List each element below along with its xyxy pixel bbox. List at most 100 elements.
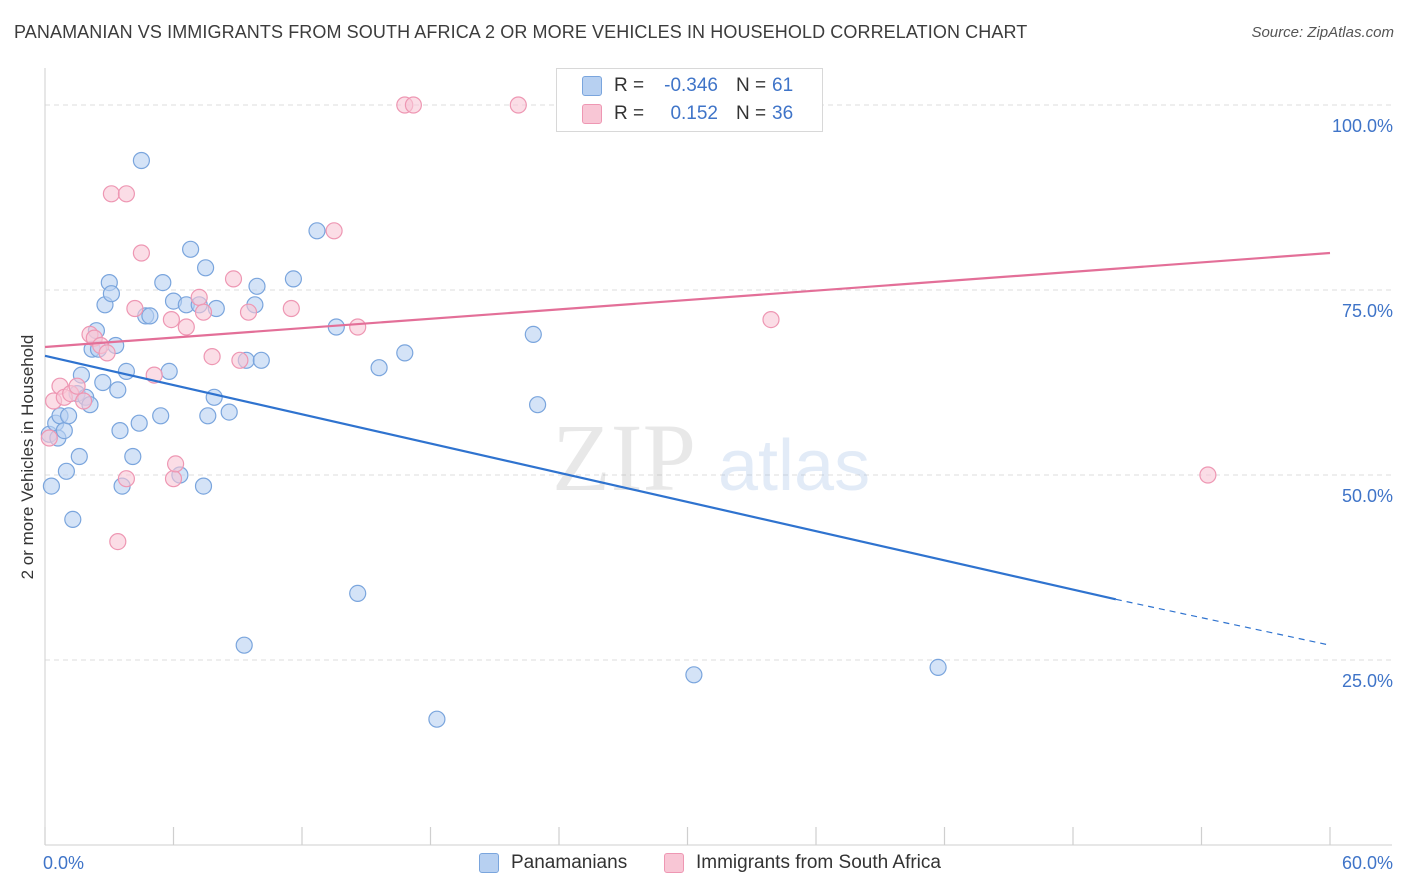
south-africa-point [117, 185, 136, 203]
south-africa-point [762, 311, 780, 329]
panamanian-point [64, 510, 82, 529]
data-points [40, 96, 1217, 728]
panamanian-point [132, 151, 150, 170]
trend-lines [44, 251, 1331, 646]
panamanian-point [370, 359, 388, 377]
panamanian-point [152, 407, 170, 425]
south-africa-point [117, 470, 136, 488]
legend-label: Panamanians [511, 852, 628, 873]
panamanian-point [182, 240, 200, 258]
panamanian-point [197, 259, 215, 277]
watermark-atlas: atlas [718, 426, 870, 506]
south-africa-point [203, 348, 221, 366]
panamanian-point [252, 351, 270, 369]
panamanian-point [205, 388, 223, 406]
south-africa-point [224, 270, 243, 288]
panamanian-point [199, 407, 217, 425]
south-africa-point [126, 299, 144, 318]
x-tick-label: 0.0% [43, 853, 84, 873]
panamanian-point [102, 285, 121, 303]
x-tick-label: 60.0% [1342, 853, 1393, 873]
y-tick-label: 50.0% [1342, 486, 1393, 506]
r-label: R = [614, 103, 645, 124]
stats-row-panamanians: R = -0.346 N = 61 [557, 72, 793, 100]
series-legend: Panamanians Immigrants from South Africa [0, 852, 1406, 878]
panamanian-point [428, 710, 446, 728]
panamanians-trend-extension [1115, 598, 1331, 646]
south-africa-point [98, 344, 116, 362]
gridlines [45, 104, 1392, 661]
y-tick-label: 25.0% [1342, 671, 1393, 691]
south-africa-point [509, 96, 527, 114]
chart-title: PANAMANIAN VS IMMIGRANTS FROM SOUTH AFRI… [14, 22, 1028, 42]
south-africa-point [231, 351, 249, 369]
legend-item-panamanians[interactable]: Panamanians [479, 852, 627, 874]
south-africa-point [74, 392, 93, 410]
n-value: 61 [772, 75, 794, 96]
panamanian-point [396, 344, 414, 362]
panamanian-point [308, 222, 326, 240]
watermark-zip: ZIP [552, 404, 696, 511]
panamanian-point [130, 414, 148, 432]
y-axis-label: 2 or more Vehicles in Household [18, 334, 37, 580]
stats-row-south-africa: R = 0.152 N = 36 [557, 100, 793, 128]
south-africa-point [162, 311, 180, 329]
panamanian-point [70, 447, 88, 466]
series-south-africa [40, 96, 1217, 551]
panamanian-point [94, 373, 112, 392]
panamanians-trend-line [44, 354, 1117, 601]
n-label: N = [736, 103, 767, 124]
south-africa-point [132, 244, 150, 262]
y-tick-label: 75.0% [1342, 301, 1393, 321]
panamanian-point [524, 325, 542, 343]
r-value: -0.346 [664, 75, 718, 96]
panamanian-point [349, 584, 367, 603]
axes [44, 68, 1392, 846]
south-africa-point [282, 299, 300, 318]
source-credit: Source: ZipAtlas.com [1251, 24, 1394, 41]
panamanians-swatch [479, 853, 499, 873]
south-africa-point [404, 96, 422, 114]
south-africa-point [194, 303, 213, 321]
panamanian-point [685, 666, 703, 684]
south-africa-point [167, 455, 185, 473]
south-africa-point [177, 318, 195, 336]
panamanian-point [141, 307, 159, 325]
series-panamanians [40, 151, 947, 728]
panamanian-point [111, 422, 129, 440]
south-africa-point [109, 532, 127, 551]
panamanian-point [284, 270, 302, 288]
legend-item-south-africa[interactable]: Immigrants from South Africa [664, 852, 941, 874]
panamanian-point [55, 422, 73, 440]
panamanian-point [528, 396, 547, 414]
n-label: N = [736, 75, 767, 96]
legend-label: Immigrants from South Africa [696, 852, 941, 873]
south-africa-point [68, 377, 86, 395]
tick-labels: 25.0% 50.0% 75.0% 100.0% 0.0% 60.0% [43, 116, 1393, 873]
panamanian-point [220, 403, 238, 421]
watermark: ZIP atlas [552, 404, 870, 511]
south-africa-trend-line [44, 251, 1331, 349]
panamanian-point [57, 462, 76, 480]
panamanian-point [109, 381, 127, 399]
south-africa-point [1199, 466, 1217, 484]
r-label: R = [614, 75, 645, 96]
panamanian-point [154, 274, 172, 292]
south-africa-point [190, 288, 208, 306]
south-africa-point [40, 429, 58, 447]
panamanian-point [124, 447, 142, 466]
south-africa-point [164, 470, 183, 488]
panamanian-point [59, 407, 78, 425]
r-value: 0.152 [670, 103, 718, 124]
panamanian-point [194, 477, 213, 495]
panamanian-point [235, 636, 253, 654]
stats-legend: R = -0.346 N = 61 R = 0.152 N = 36 [556, 68, 823, 132]
y-tick-label: 100.0% [1332, 116, 1393, 136]
south-africa-point [349, 318, 367, 336]
n-value: 36 [772, 103, 794, 124]
south-africa-swatch [582, 104, 602, 124]
panamanians-swatch [582, 76, 602, 96]
south-africa-point [239, 303, 258, 321]
panamanian-point [929, 658, 947, 677]
south-africa-point [325, 222, 343, 240]
